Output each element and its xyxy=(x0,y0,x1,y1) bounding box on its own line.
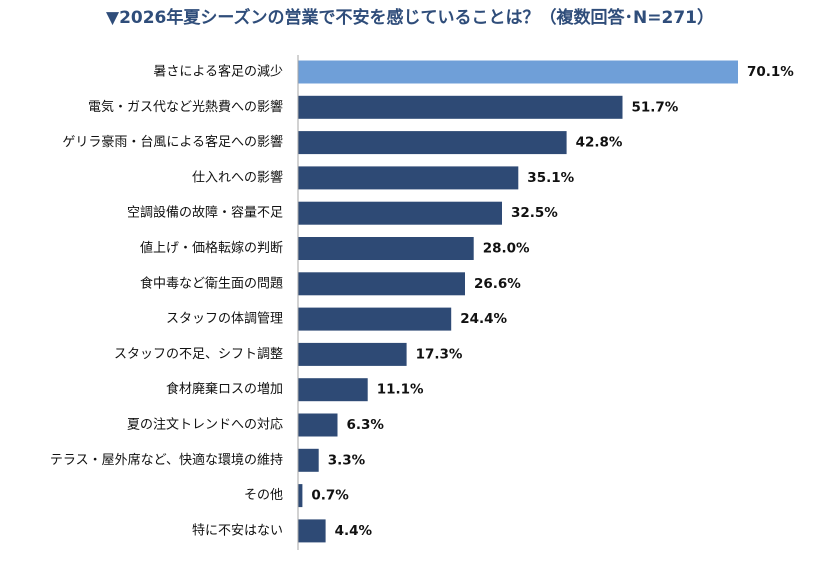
value-label: 4.4% xyxy=(335,523,373,539)
category-label: 電気・ガス代など光熱費への影響 xyxy=(88,99,283,115)
bar xyxy=(298,342,407,366)
value-label: 17.3% xyxy=(416,346,463,362)
bar xyxy=(298,237,474,260)
category-label: 値上げ・価格転嫁の判断 xyxy=(140,240,283,256)
bar xyxy=(298,272,465,296)
category-label: 暑さによる客足の減少 xyxy=(153,64,283,80)
category-label: 空調設備の故障・容量不足 xyxy=(127,205,283,221)
bar xyxy=(298,95,623,119)
bar xyxy=(298,60,738,84)
category-label: 特に不安はない xyxy=(192,523,283,538)
value-label: 42.8% xyxy=(576,135,623,151)
chart-title: ▼2026年夏シーズンの営業で不安を感じていることは？（複数回答･N=271） xyxy=(106,8,714,28)
category-label: テラス・屋外席など、快適な環境の維持 xyxy=(50,452,283,468)
bar xyxy=(298,413,338,437)
category-label: 夏の注文トレンドへの対応 xyxy=(127,418,283,433)
bar xyxy=(298,307,452,331)
category-label: 仕入れへの影響 xyxy=(192,169,283,185)
category-label: スタッフの体調管理 xyxy=(166,312,283,327)
bars-layer: 暑さによる客足の減少 70.1% 電気・ガス代など光熱費への影響 51.7% ゲリラ豪雨… xyxy=(50,60,794,543)
value-label: 51.7% xyxy=(632,99,679,115)
value-label: 32.5% xyxy=(511,205,558,221)
bar xyxy=(298,378,368,402)
category-label: ゲリラ豪雨・台風による客足への影響 xyxy=(62,134,283,150)
value-label: 28.0% xyxy=(483,241,530,257)
value-label: 35.1% xyxy=(527,170,574,186)
bar xyxy=(298,166,519,190)
category-label: その他 xyxy=(244,488,283,503)
category-label: 食中毒など衛生面の問題 xyxy=(140,275,283,291)
value-label: 26.6% xyxy=(474,276,521,292)
bar xyxy=(298,448,319,472)
value-label: 6.3% xyxy=(347,417,385,433)
bar xyxy=(298,519,326,543)
value-label: 24.4% xyxy=(460,311,507,327)
category-label: 食材廃棄ロスの増加 xyxy=(166,381,283,397)
value-label: 70.1% xyxy=(747,64,794,80)
value-label: 11.1% xyxy=(377,382,424,398)
value-label: 0.7% xyxy=(311,488,349,504)
bar xyxy=(298,484,303,508)
value-label: 3.3% xyxy=(328,452,366,468)
category-label: スタッフの不足、シフト調整 xyxy=(114,347,283,362)
bar xyxy=(298,131,567,155)
bar xyxy=(298,201,502,225)
